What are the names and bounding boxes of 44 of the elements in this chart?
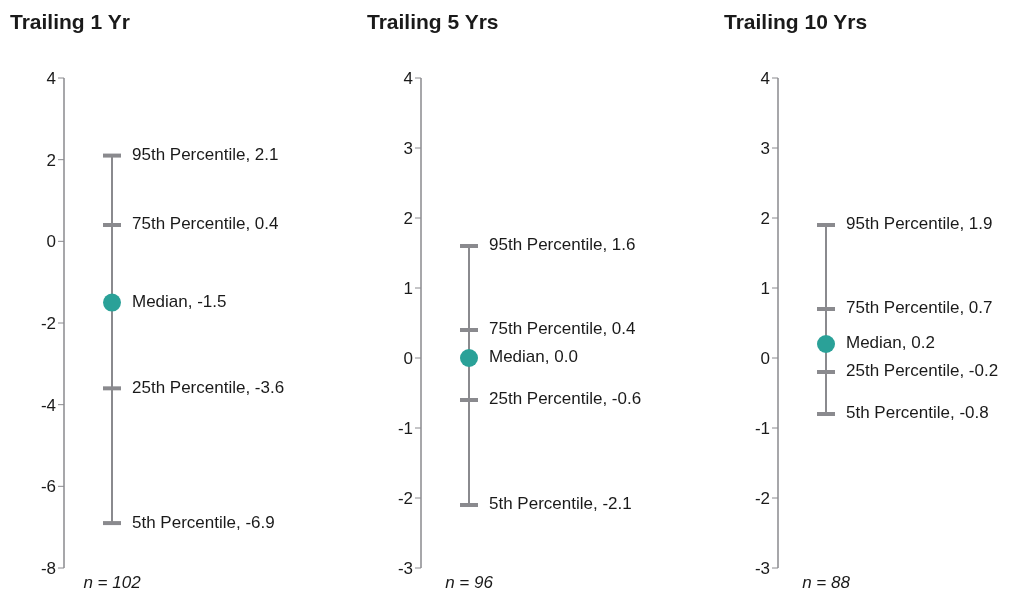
- y-tick-label: -8: [40, 559, 56, 579]
- y-tick-label: -2: [40, 314, 56, 334]
- chart-title: Trailing 5 Yrs: [367, 10, 499, 34]
- y-tick-label: -2: [754, 489, 770, 509]
- y-tick-label: -3: [754, 559, 770, 579]
- annotation: 5th Percentile, -2.1: [489, 494, 632, 514]
- annotation: 95th Percentile, 2.1: [132, 145, 279, 165]
- annotation: 95th Percentile, 1.6: [489, 235, 636, 255]
- x-tick-label: n = 96: [445, 573, 494, 593]
- annotation: 25th Percentile, -0.6: [489, 389, 642, 409]
- annotation: Median, -1.5: [132, 292, 227, 312]
- annotation: 95th Percentile, 1.9: [846, 214, 993, 234]
- y-tick-label: 1: [403, 279, 413, 299]
- y-tick-label: 2: [46, 150, 56, 170]
- chart-title: Trailing 10 Yrs: [724, 10, 868, 34]
- y-tick-label: 2: [403, 209, 413, 229]
- y-tick-label: 0: [46, 232, 56, 252]
- y-tick-label: -6: [40, 477, 56, 497]
- y-tick-label: -2: [397, 489, 413, 509]
- y-tick-label: -1: [754, 419, 770, 439]
- y-tick-label: -1: [397, 419, 413, 439]
- y-tick-label: 0: [403, 349, 413, 369]
- y-tick-label: -4: [40, 395, 56, 415]
- y-tick-label: 3: [760, 139, 770, 159]
- annotation: Median, 0.2: [846, 333, 935, 353]
- y-tick-label: 2: [760, 209, 770, 229]
- annotation: 5th Percentile, -0.8: [846, 403, 989, 423]
- annotation: 25th Percentile, -3.6: [132, 377, 285, 397]
- x-tick-label: n = 102: [83, 573, 142, 593]
- y-tick-label: -3: [397, 559, 413, 579]
- y-tick-label: 0: [760, 349, 770, 369]
- annotation: 25th Percentile, -0.2: [846, 361, 999, 381]
- x-tick-label: n = 88: [802, 573, 851, 593]
- y-tick-label: 4: [760, 69, 770, 89]
- annotation: 5th Percentile, -6.9: [132, 512, 275, 532]
- y-tick-label: 1: [760, 279, 770, 299]
- annotation: Median, 0.0: [489, 347, 578, 367]
- annotation: 75th Percentile, 0.7: [846, 298, 993, 318]
- y-tick-label: 3: [403, 139, 413, 159]
- annotation: 75th Percentile, 0.4: [132, 214, 279, 234]
- y-tick-label: 4: [46, 69, 56, 89]
- chart-title: Trailing 1 Yr: [10, 10, 130, 34]
- y-tick-label: 4: [403, 69, 413, 89]
- annotation: 75th Percentile, 0.4: [489, 319, 636, 339]
